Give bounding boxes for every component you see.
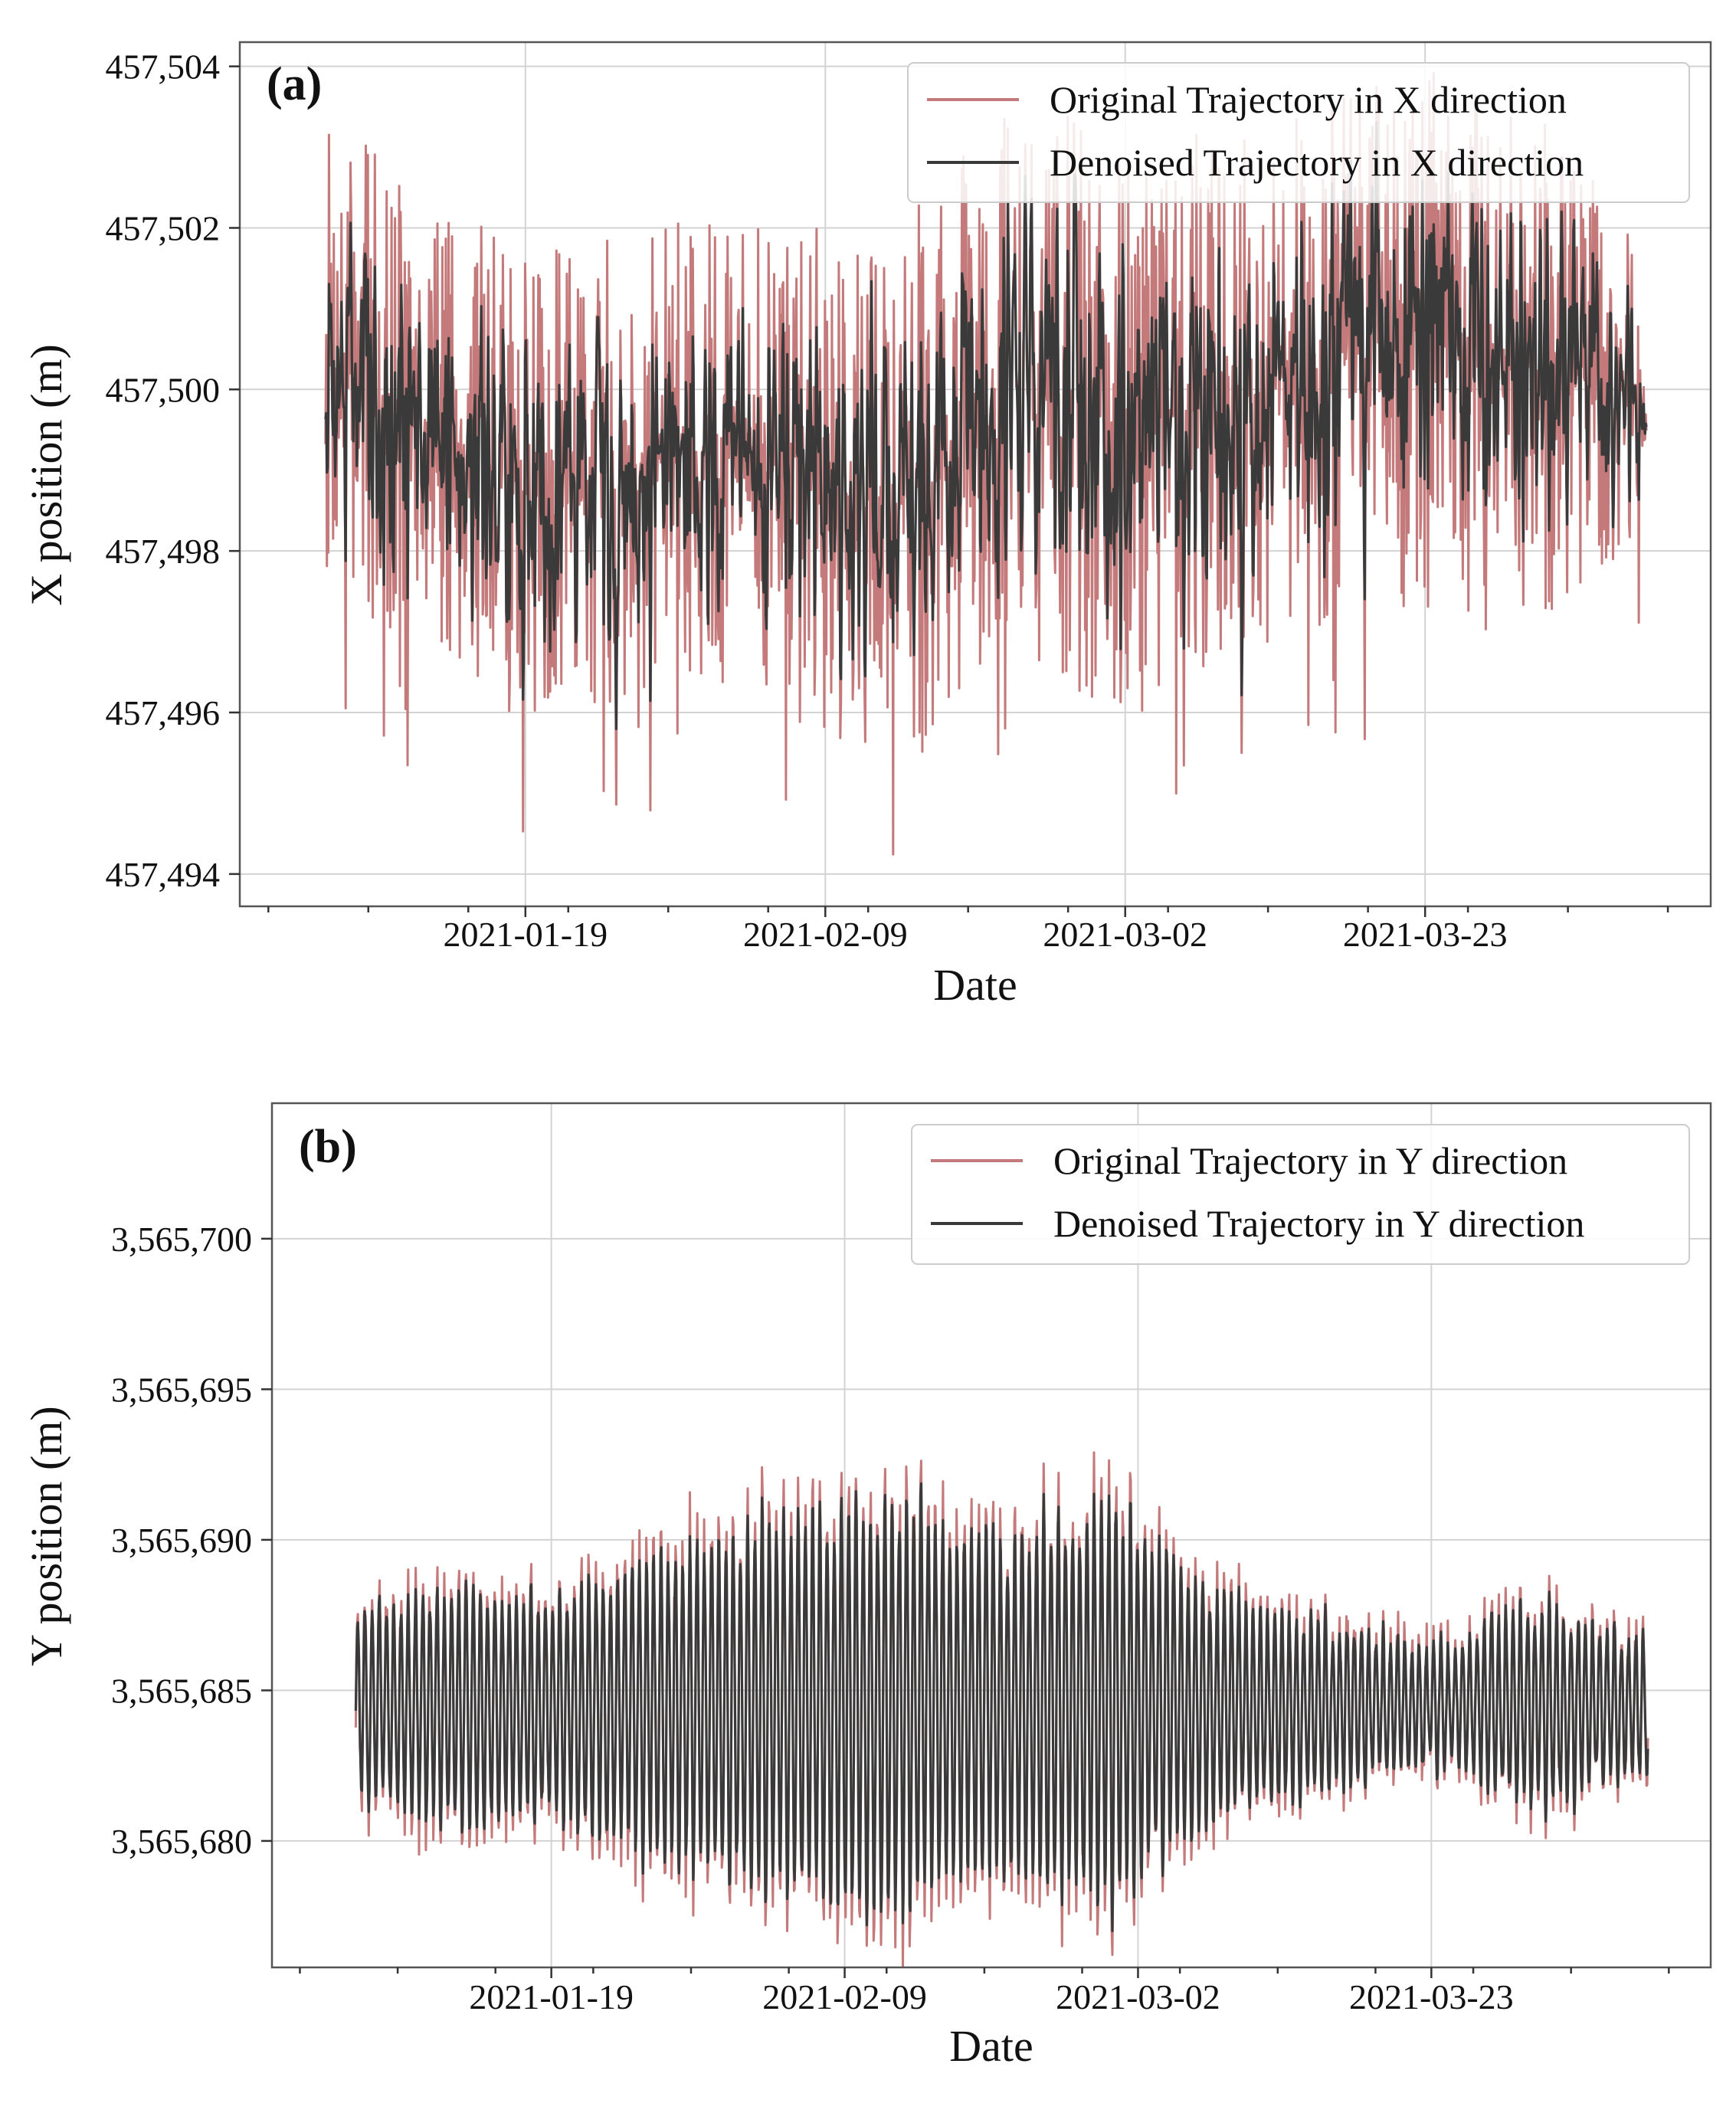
panel-b-legend: Original Trajectory in Y direction Denoi… <box>911 1124 1690 1265</box>
y-tick-label: 3,565,700 <box>111 1220 252 1259</box>
legend-label-denoised: Denoised Trajectory in Y direction <box>1053 1202 1584 1245</box>
x-tick-label: 2021-01-19 <box>469 1977 634 2016</box>
panel-b-series <box>354 1451 1649 1967</box>
y-tick-label: 457,496 <box>106 693 221 732</box>
x-tick-label: 2021-03-23 <box>1343 915 1508 954</box>
legend-box <box>911 1124 1690 1265</box>
panel-a-xlabel: Date <box>933 960 1017 1010</box>
y-tick-label: 3,565,695 <box>111 1370 252 1409</box>
panel-a-x-axis: 2021-01-19 2021-02-09 2021-03-02 2021-03-23 <box>267 906 1669 954</box>
panel-a-legend: Original Trajectory in X direction Denoi… <box>907 62 1690 203</box>
y-tick-label: 457,502 <box>106 208 221 247</box>
panel-b-xlabel: Date <box>949 2021 1033 2071</box>
series-line-denoised <box>324 121 1648 730</box>
panel-b-x-axis: 2021-01-19 2021-02-09 2021-03-02 2021-03-23 <box>299 1967 1670 2016</box>
panel-a-frame <box>238 41 1712 908</box>
y-tick-label: 3,565,690 <box>111 1521 252 1560</box>
y-tick-label: 457,494 <box>106 855 221 894</box>
x-tick-label: 2021-03-02 <box>1056 1977 1220 2016</box>
y-tick-label: 3,565,680 <box>111 1822 252 1861</box>
panel-a-ylabel: X position (m) <box>21 344 71 606</box>
x-tick-label: 2021-02-09 <box>743 915 908 954</box>
panel-b: 3,565,680 3,565,685 3,565,690 3,565,695 3,56… <box>21 1102 1712 2071</box>
panel-a-y-axis: 457,494 457,496 457,498 457,500 457,502 457,5… <box>106 47 240 894</box>
panel-b-frame <box>270 1102 1712 1969</box>
panel-a: 457,494 457,496 457,498 457,500 457,502 457,5… <box>21 41 1712 1010</box>
x-tick-label: 2021-03-23 <box>1349 1977 1514 2016</box>
x-tick-label: 2021-02-09 <box>762 1977 927 2016</box>
y-tick-label: 457,504 <box>106 47 221 87</box>
panel-b-y-axis: 3,565,680 3,565,685 3,565,690 3,565,695 3,56… <box>111 1220 272 1861</box>
y-tick-label: 457,500 <box>106 370 221 409</box>
legend-label-original: Original Trajectory in Y direction <box>1053 1139 1567 1182</box>
panel-a-label: (a) <box>267 58 322 110</box>
panel-b-label: (b) <box>299 1121 357 1173</box>
x-tick-label: 2021-01-19 <box>443 915 608 954</box>
x-tick-label: 2021-03-02 <box>1043 915 1207 954</box>
panel-a-series <box>324 71 1648 856</box>
panel-b-ylabel: Y position (m) <box>21 1406 71 1666</box>
legend-box <box>907 62 1690 203</box>
y-tick-label: 457,498 <box>106 532 221 571</box>
y-tick-label: 3,565,685 <box>111 1671 252 1710</box>
legend-label-denoised: Denoised Trajectory in X direction <box>1050 141 1584 184</box>
series-line-denoised <box>354 1482 1649 1933</box>
legend-label-original: Original Trajectory in X direction <box>1050 78 1567 121</box>
